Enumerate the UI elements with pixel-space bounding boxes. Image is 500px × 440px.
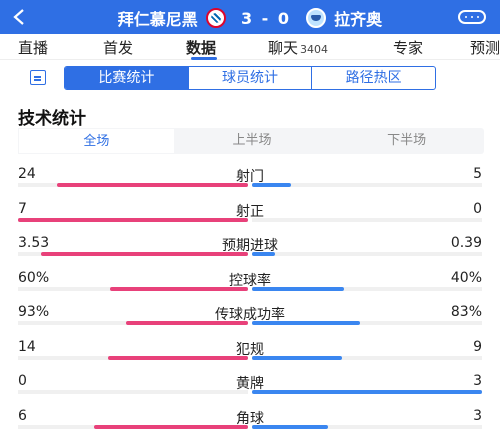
away-stat-value: 9 [473,338,482,355]
away-stat-bar [252,355,342,360]
away-team-name: 拉齐奥 [334,10,383,29]
away-stat-bar [252,390,482,394]
away-stat-track [252,424,482,429]
away-stat-bar [252,252,275,256]
stat-name: 预期进球 [222,238,278,254]
home-stat-bar [93,424,248,429]
home-stat-track [18,252,248,256]
stat-row: 6 角球 3 [0,408,500,440]
away-stat-value: 3 [473,373,482,389]
stat-name: 射正 [236,203,264,220]
away-stat-value: 5 [473,166,482,182]
away-stat-value: 3 [473,407,482,424]
away-stat-track [252,252,482,256]
back-arrow-icon[interactable] [10,8,32,26]
away-stat-value: 0 [473,200,482,217]
stat-row: 14 犯规 9 [0,339,500,373]
period-switcher: 全场 上半场 下半场 [18,128,484,154]
home-stat-value: 24 [18,166,36,182]
period-full-match[interactable]: 全场 [18,128,175,154]
away-stat-track [252,321,482,325]
away-stat-bar [252,286,344,291]
bayern-crest-icon [206,8,227,28]
stats-type-switcher: 比赛统计 球员统计 路径热区 [64,66,436,90]
home-stat-value: 0 [18,373,27,389]
away-stat-value: 40% [450,269,482,286]
match-tabs: 直播 首发 数据 聊天 3404 专家 预测 [0,34,500,60]
home-stat-value: 7 [18,200,27,217]
away-stat-track [252,183,482,187]
away-stat-bar [252,183,292,187]
stat-row: 93% 传球成功率 83% [0,304,500,338]
chat-count: 3404 [300,43,329,56]
home-stat-value: 93% [18,304,50,320]
segment-heatmap[interactable]: 路径热区 [345,70,402,86]
stats-panel-icon [30,70,46,85]
tab-lineup[interactable]: 首发 [103,39,134,57]
lazio-crest-icon [305,8,326,28]
stat-name: 射门 [236,169,264,185]
score-line: 拜仁慕尼黑 3 - 0 拉齐奥 [0,6,500,30]
stat-name: 角球 [236,410,264,427]
home-stat-bar [107,355,248,360]
stat-row: 7 射正 0 [0,201,500,235]
match-score: 3 - 0 [240,8,292,28]
stat-row: 24 射门 5 [0,166,500,200]
home-stat-value: 60% [18,269,50,286]
home-stat-track [18,321,248,325]
match-header: 拜仁慕尼黑 3 - 0 拉齐奥 [0,0,500,34]
home-stat-bar [57,183,248,187]
stat-row: 0 黄牌 3 [0,373,500,407]
home-stat-bar [126,321,248,325]
period-first-half[interactable]: 上半场 [232,133,272,148]
home-stat-track [18,286,248,291]
home-stat-track [18,424,248,429]
home-stat-bar [41,252,248,256]
tab-chat[interactable]: 聊天 3404 [268,39,329,57]
tab-live[interactable]: 直播 [18,39,49,57]
home-stat-bar [18,217,248,222]
stat-row: 60% 控球率 40% [0,270,500,304]
stat-row: 3.53 预期进球 0.39 [0,235,500,269]
home-stat-value: 14 [18,338,36,355]
stat-name: 控球率 [229,272,271,289]
tab-experts[interactable]: 专家 [393,39,424,57]
away-stat-bar [252,424,328,429]
active-tab-indicator [191,57,217,60]
stat-name: 犯规 [236,341,264,358]
home-stat-track [18,217,248,222]
home-stat-track [18,355,248,360]
away-stat-bar [252,321,361,325]
section-title: 技术统计 [18,109,86,129]
tab-stats[interactable]: 数据 [186,39,217,57]
home-stat-bar [110,286,248,291]
more-options-icon[interactable] [458,10,486,24]
away-stat-track [252,286,482,291]
stat-name: 传球成功率 [215,307,285,323]
away-stat-track [252,390,482,394]
away-stat-track [252,217,482,222]
home-stat-track [18,390,248,394]
home-stat-value: 3.53 [18,235,50,251]
away-stat-value: 0.39 [450,235,482,251]
segment-player-stats[interactable]: 球员统计 [189,67,313,89]
home-team-name: 拜仁慕尼黑 [117,10,198,29]
home-stat-value: 6 [18,407,27,424]
tab-predictions[interactable]: 预测 [470,39,500,57]
away-stat-value: 83% [450,304,482,320]
segment-match-stats[interactable]: 比赛统计 [65,67,189,89]
home-stat-track [18,183,248,187]
period-second-half[interactable]: 下半场 [387,133,427,148]
away-stat-track [252,355,482,360]
stat-name: 黄牌 [236,376,264,392]
